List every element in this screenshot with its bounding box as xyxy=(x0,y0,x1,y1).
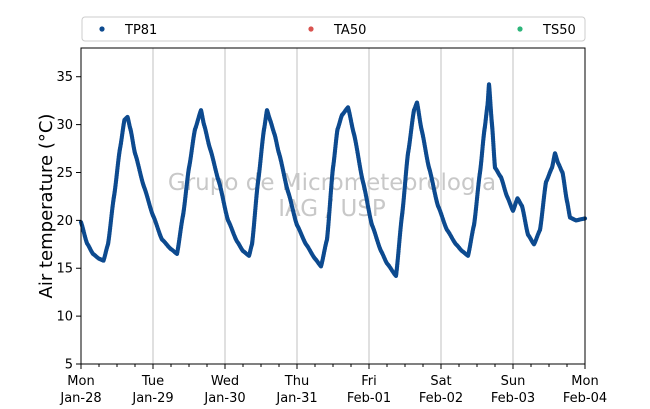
legend-frame xyxy=(81,16,586,42)
legend-label: TA50 xyxy=(333,23,366,38)
legend-entry-tp81: TP81 xyxy=(99,23,157,38)
x-tick-label-day: Wed xyxy=(211,374,239,389)
legend-marker xyxy=(517,26,523,32)
y-tick-label: 35 xyxy=(56,70,73,85)
x-tick-label-date: Feb-04 xyxy=(563,391,607,406)
x-tick-label-date: Jan-29 xyxy=(131,391,173,406)
y-tick-label: 30 xyxy=(56,118,73,133)
y-tick-label: 15 xyxy=(56,262,73,277)
y-axis: 5 10 15 20 25 30 35 xyxy=(56,70,81,373)
x-axis: Mon Jan-28 Tue Jan-29 Wed Jan-30 Thu Jan-31 Fri F… xyxy=(59,364,607,406)
x-tick-label-day: Mon xyxy=(67,374,94,389)
legend-marker xyxy=(99,26,105,32)
x-tick-label-day: Sat xyxy=(430,374,451,389)
x-tick-label-date: Jan-28 xyxy=(59,391,101,406)
series-tp81 xyxy=(78,82,588,278)
x-tick-label-date: Jan-31 xyxy=(275,391,317,406)
x-tick-label-date: Jan-30 xyxy=(203,391,245,406)
x-tick-label-date: Feb-02 xyxy=(419,391,463,406)
plot-area: Grupo de Micrometeorologia IAG / USP xyxy=(78,47,588,365)
x-tick-label-day: Mon xyxy=(571,374,598,389)
y-tick-label: 20 xyxy=(56,214,73,229)
legend-label: TP81 xyxy=(124,23,157,38)
legend: TP81 TA50 TS50 xyxy=(81,16,586,42)
x-tick-label-date: Feb-03 xyxy=(491,391,535,406)
x-tick-label-day: Fri xyxy=(361,374,377,389)
legend-entry-ta50: TA50 xyxy=(308,23,366,38)
y-tick-label: 10 xyxy=(56,310,73,325)
x-tick-label-date: Feb-01 xyxy=(347,391,391,406)
y-axis-title: Air temperature (°C) xyxy=(36,114,57,299)
x-tick-label-day: Sun xyxy=(501,374,526,389)
y-tick-label: 5 xyxy=(65,358,73,373)
legend-marker xyxy=(308,26,314,32)
y-tick-label: 25 xyxy=(56,166,73,181)
legend-entry-ts50: TS50 xyxy=(517,23,576,38)
x-tick-label-day: Thu xyxy=(284,374,309,389)
x-tick-label-day: Tue xyxy=(141,374,164,389)
legend-label: TS50 xyxy=(542,23,576,38)
